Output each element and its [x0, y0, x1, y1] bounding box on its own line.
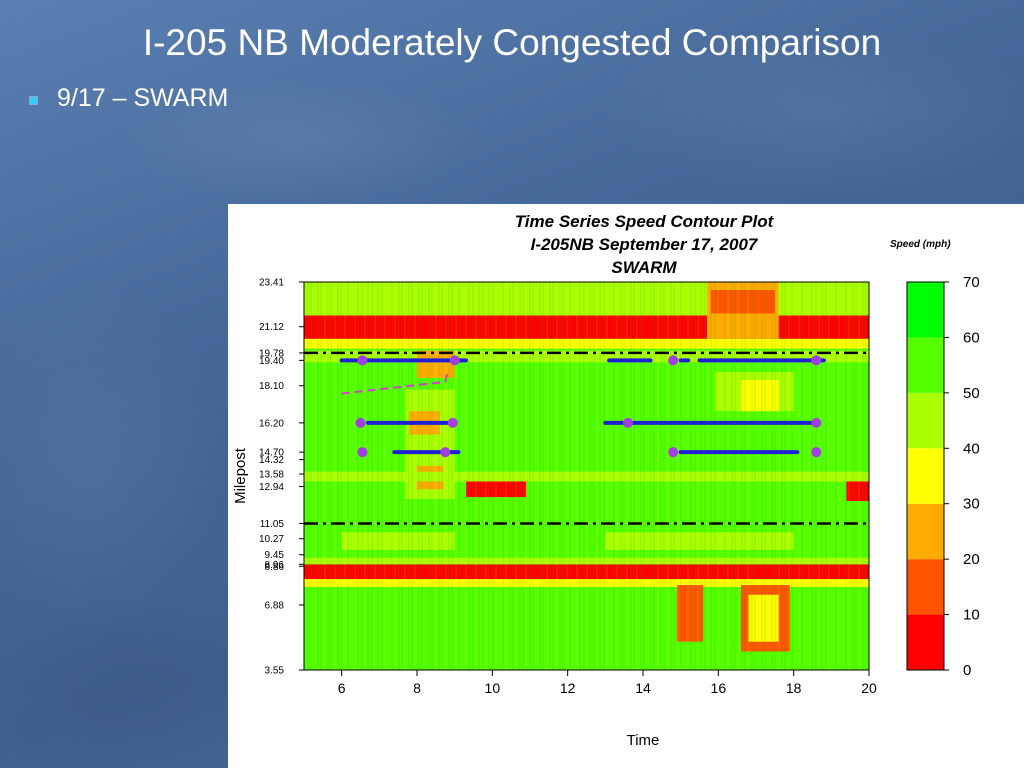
heatmap-region	[304, 338, 869, 349]
colorbar-swatch	[907, 503, 944, 560]
x-tick-label: 18	[786, 680, 802, 696]
y-tick-label: 8.86	[265, 562, 285, 573]
x-tick-label: 12	[560, 680, 576, 696]
heatmap-region	[304, 564, 869, 580]
colorbar-swatch	[907, 392, 944, 449]
marker-point	[668, 355, 679, 366]
heatmap-region	[465, 479, 527, 498]
heatmap-region	[417, 350, 455, 378]
colorbar-swatch	[907, 282, 944, 338]
y-tick-label: 8.96	[265, 560, 285, 571]
bullet-item: 9/17 – SWARM	[30, 84, 228, 113]
y-tick-label: 18.10	[259, 381, 284, 392]
heatmap-region	[304, 579, 869, 587]
y-tick-label: 14.70	[259, 448, 284, 459]
plot-frame	[303, 281, 870, 671]
x-tick-label: 14	[635, 680, 651, 696]
heatmap-region	[605, 532, 794, 550]
x-axis-label: Time	[627, 732, 660, 749]
colorbar-tick-label: 10	[963, 607, 980, 624]
y-tick-label: 19.78	[259, 348, 284, 359]
colorbar-swatch	[907, 448, 944, 504]
colorbar-title: Speed (mph)	[890, 239, 951, 250]
heatmap-region	[341, 532, 455, 550]
colorbar-tick-label: 0	[963, 662, 971, 679]
speed-contour-chart: Time Series Speed Contour Plot I-205NB S…	[232, 212, 980, 749]
chart-panel: Time Series Speed Contour Plot I-205NB S…	[228, 204, 1024, 768]
x-tick-label: 16	[711, 680, 727, 696]
marker-point	[811, 417, 822, 428]
y-tick-label: 19.40	[259, 356, 284, 367]
colorbar-tick-label: 30	[963, 496, 980, 513]
marker-point	[355, 417, 366, 428]
marker-point	[811, 447, 822, 458]
overlay-layer	[304, 351, 869, 525]
marker-point	[357, 447, 368, 458]
heatmap-region	[304, 471, 869, 482]
colorbar-tick-label: 40	[963, 440, 980, 457]
y-tick-label: 12.94	[259, 482, 284, 493]
marker-point	[447, 417, 458, 428]
colorbar-swatch	[907, 337, 944, 393]
bullet-marker-icon	[30, 96, 37, 104]
x-tick-label: 8	[413, 680, 421, 696]
colorbar-tick-label: 20	[963, 551, 980, 568]
y-tick-label: 13.58	[259, 470, 284, 481]
heatmap-region	[846, 479, 869, 502]
x-tick-label: 10	[485, 680, 501, 696]
bullet-text: 9/17 – SWARM	[57, 84, 229, 112]
heatmap-region	[710, 290, 775, 314]
heatmap-region	[304, 557, 869, 565]
colorbar-swatch	[907, 559, 944, 615]
y-tick-label: 11.05	[260, 519, 285, 530]
chart-title-line-2: I-205NB September 17, 2007	[531, 235, 759, 254]
marker-point	[668, 447, 679, 458]
y-tick-label: 6.88	[265, 600, 285, 611]
colorbar: 0 10 20 30 40 50 60 70	[906, 274, 980, 679]
y-tick-label: 3.55	[265, 666, 285, 677]
marker-point	[811, 355, 822, 366]
colorbar-tick-label: 70	[963, 274, 980, 291]
marker-point	[622, 417, 633, 428]
colorbar-frame	[906, 281, 945, 671]
chart-title-line-3: SWARM	[611, 258, 677, 277]
y-axis-label: Milepost	[232, 447, 249, 504]
colorbar-tick-label: 60	[963, 329, 980, 346]
colorbar-tick-label: 50	[963, 385, 980, 402]
marker-point	[357, 355, 368, 366]
y-tick-label: 9.45	[265, 550, 285, 561]
heatmap-region	[304, 350, 869, 363]
heatmap-region	[748, 594, 779, 642]
y-tick-label: 14.32	[259, 455, 284, 466]
x-tick-label: 6	[338, 680, 346, 696]
heatmap-region	[740, 379, 779, 412]
heatmap-layer	[304, 282, 869, 670]
colorbar-swatch	[907, 614, 944, 670]
marker-point	[440, 447, 451, 458]
heatmap-region	[676, 585, 704, 642]
y-tick-label: 21.12	[259, 322, 284, 333]
trajectory-line	[341, 373, 449, 395]
heatmap-streaks	[304, 282, 867, 670]
y-tick-label: 10.27	[259, 534, 284, 545]
y-tick-label: 16.20	[259, 418, 284, 429]
marker-point	[449, 355, 460, 366]
slide-title: I-205 NB Moderately Congested Comparison	[142, 22, 882, 63]
x-tick-label: 20	[861, 680, 877, 696]
y-tick-label: 23.41	[259, 278, 284, 289]
chart-title-line-1: Time Series Speed Contour Plot	[515, 212, 775, 231]
